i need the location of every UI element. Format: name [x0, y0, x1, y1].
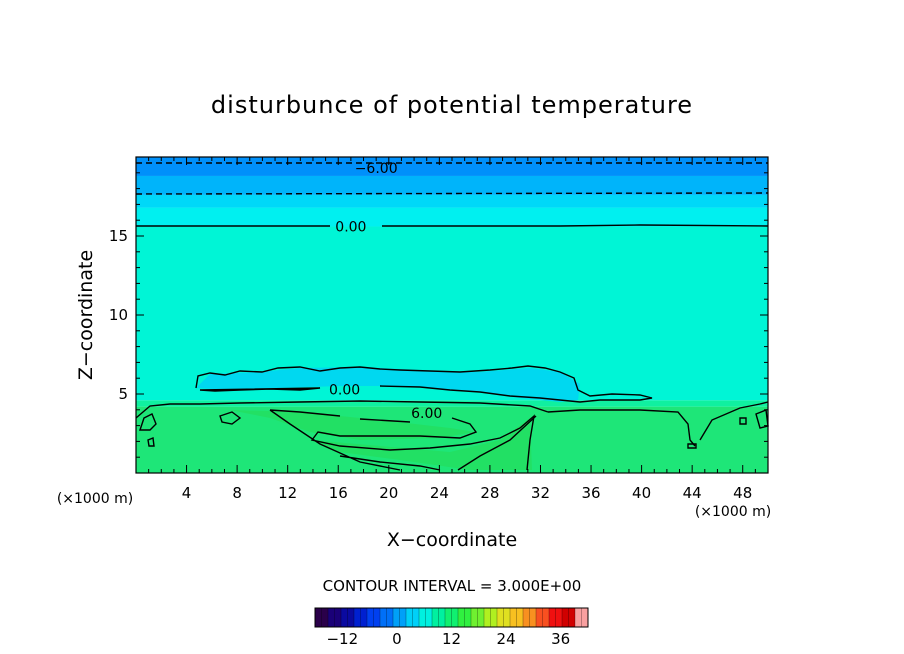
field-bands — [136, 157, 768, 473]
contour-label: 0.00 — [335, 220, 366, 236]
cool-pocket — [196, 367, 580, 402]
colorbar-frame — [314, 607, 589, 628]
colorbar-swatch — [367, 608, 381, 627]
colorbar-swatch — [458, 608, 472, 627]
contour-zero-upper — [136, 224, 769, 227]
contour-six — [269, 409, 537, 471]
colorbar — [315, 608, 589, 627]
contour-zero-lower — [195, 365, 653, 403]
chart-title: disturbunce of potential temperature — [211, 91, 693, 119]
x-tick-label: 28 — [480, 484, 499, 502]
colorbar-tick-label: 0 — [392, 630, 402, 648]
x-tick-label: 24 — [430, 484, 449, 502]
x-tick-label: 36 — [581, 484, 600, 502]
colorbar-tick-label: 36 — [551, 630, 570, 648]
x-tick-label: 4 — [182, 484, 192, 502]
colorbar-swatch — [549, 608, 563, 627]
colorbar-swatch — [432, 608, 446, 627]
colorbar-swatch — [419, 608, 433, 627]
field-band-4 — [136, 194, 768, 208]
x-unit-left: (×1000 m) — [57, 491, 133, 507]
y-tick-labels: 5 10 15 — [109, 227, 128, 403]
colorbar-tick-label: 12 — [442, 630, 461, 648]
colorbar-swatch — [575, 608, 589, 627]
colorbar-swatch — [328, 608, 342, 627]
colorbar-swatch — [484, 608, 498, 627]
field-band-5 — [136, 175, 768, 195]
contour-three — [135, 400, 769, 447]
contour-label: −6.00 — [355, 161, 398, 177]
colorbar-tick-label: −12 — [326, 630, 358, 648]
colorbar-swatch — [354, 608, 368, 627]
colorbar-swatch — [471, 608, 485, 627]
colorbar-swatch — [315, 608, 329, 627]
field-anomalies — [196, 367, 580, 470]
x-tick-label: 32 — [531, 484, 550, 502]
colorbar-swatch — [445, 608, 459, 627]
colorbar-swatch — [341, 608, 355, 627]
contour-label: 0.00 — [329, 382, 360, 398]
contour-labels: −6.00 0.00 0.00 6.00 — [329, 161, 442, 422]
colorbar-swatch — [380, 608, 394, 627]
field-band-1 — [136, 400, 768, 407]
y-axis-label: Z−coordinate — [75, 250, 97, 380]
field-band-3 — [136, 207, 768, 227]
x-tick-label: 12 — [278, 484, 297, 502]
y-tick-label: 5 — [118, 385, 128, 403]
x-tick-label: 44 — [683, 484, 702, 502]
warm-core-b — [310, 418, 532, 470]
x-tick-label: 48 — [733, 484, 752, 502]
colorbar-swatch — [497, 608, 511, 627]
x-tick-label: 20 — [379, 484, 398, 502]
contour-lines — [135, 162, 769, 471]
x-tick-label: 8 — [232, 484, 242, 502]
x-unit-right: (×1000 m) — [695, 504, 771, 520]
x-axis-label: X−coordinate — [387, 529, 517, 551]
x-tick-label: 16 — [329, 484, 348, 502]
contour-interval-text: CONTOUR INTERVAL = 3.000E+00 — [323, 577, 582, 595]
colorbar-swatch — [406, 608, 420, 627]
colorbar-swatch — [523, 608, 537, 627]
axis-ticks — [136, 157, 768, 473]
colorbar-swatch — [536, 608, 550, 627]
x-tick-labels: 4 8 12 16 20 24 28 32 36 40 44 48 — [182, 484, 752, 502]
warm-core-a — [230, 410, 475, 440]
colorbar-tick-label: 24 — [497, 630, 516, 648]
contour-islands — [139, 409, 769, 449]
y-tick-label: 10 — [109, 306, 128, 324]
y-tick-label: 15 — [109, 227, 128, 245]
field-band-6 — [136, 157, 768, 176]
x-tick-label: 40 — [632, 484, 651, 502]
colorbar-swatch — [510, 608, 524, 627]
colorbar-swatch — [562, 608, 576, 627]
colorbar-labels: −12 0 12 24 36 — [326, 630, 570, 648]
contour-label: 6.00 — [411, 406, 442, 422]
colorbar-swatch — [393, 608, 407, 627]
contour-neg3 — [135, 192, 769, 195]
